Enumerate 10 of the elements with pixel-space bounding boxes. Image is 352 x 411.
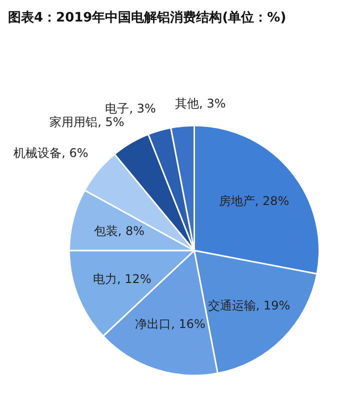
slice-label: 净出口, 16% xyxy=(135,317,206,332)
slice-label: 电子, 3% xyxy=(105,101,156,116)
slice-label: 交通运输, 19% xyxy=(208,298,290,312)
slice-label: 电力, 12% xyxy=(93,272,152,286)
slice-label: 包装, 8% xyxy=(94,224,145,238)
slice-label: 家用用铝, 5% xyxy=(50,115,124,130)
slice-label: 房地产, 28% xyxy=(218,194,290,208)
chart-title: 图表4：2019年中国电解铝消费结构(单位：%) xyxy=(8,10,286,26)
slice-label: 其他, 3% xyxy=(175,96,226,111)
slice-label: 机械设备, 6% xyxy=(14,146,88,160)
